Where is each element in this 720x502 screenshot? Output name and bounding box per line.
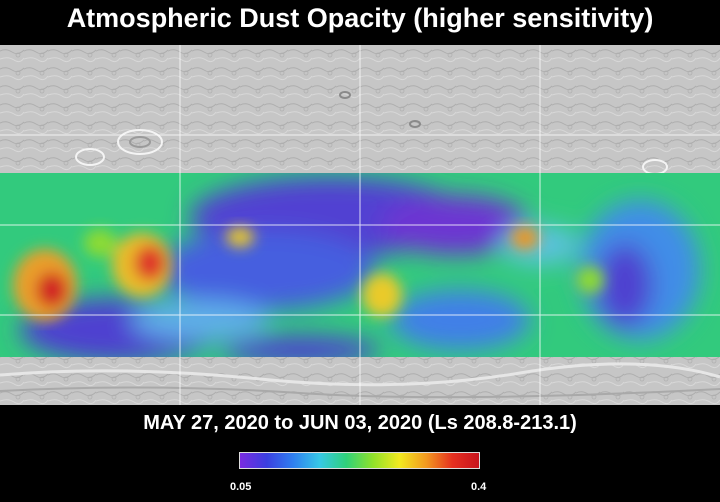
colorbar-max-label: 0.4 — [471, 481, 487, 493]
date-range: MAY 27, 2020 to JUN 03, 2020 (Ls 208.8-2… — [143, 412, 577, 434]
graticule — [0, 45, 720, 405]
colorbar-min-label: 0.05 — [230, 481, 252, 493]
map-title: Atmospheric Dust Opacity (higher sensiti… — [66, 3, 654, 33]
southern-ridges — [0, 362, 720, 387]
dust-opacity-map — [0, 45, 720, 405]
colorbar — [239, 452, 480, 469]
volcano-features — [75, 91, 668, 175]
